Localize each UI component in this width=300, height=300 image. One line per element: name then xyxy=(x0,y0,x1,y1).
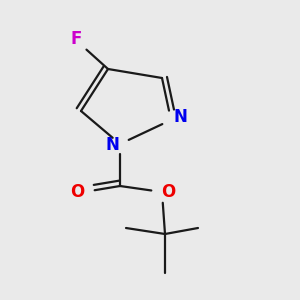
Text: N: N xyxy=(106,136,119,154)
Text: O: O xyxy=(161,183,176,201)
Text: N: N xyxy=(173,108,187,126)
Text: F: F xyxy=(71,30,82,48)
Text: O: O xyxy=(70,183,85,201)
